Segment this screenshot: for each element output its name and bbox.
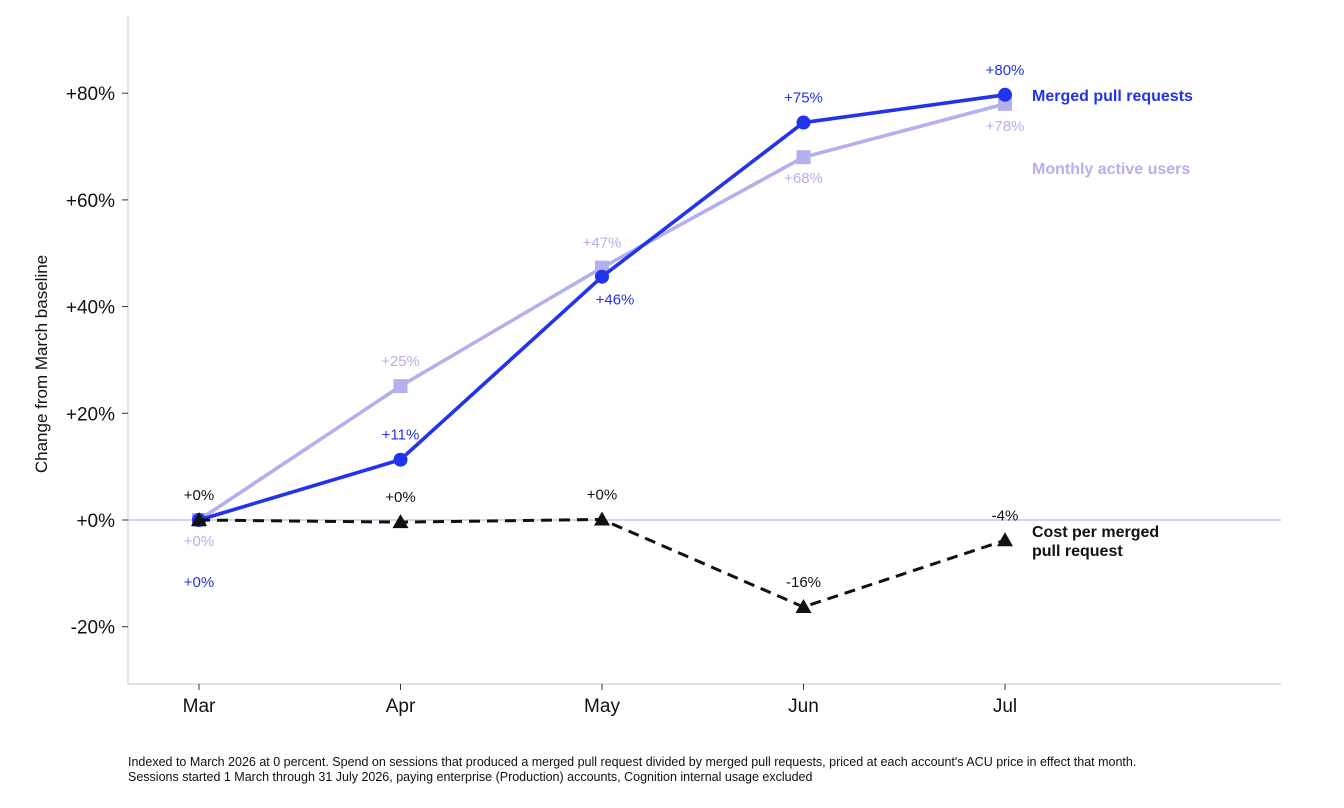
point-monthly-active-users — [796, 150, 811, 165]
data-label: +68% — [784, 170, 823, 187]
y-tick-label: +20% — [66, 404, 115, 425]
x-tick-label: Mar — [183, 696, 216, 717]
point-merged-pull-requests — [393, 452, 408, 467]
x-tick-label: May — [584, 696, 620, 717]
data-label: +0% — [587, 486, 617, 503]
data-label: +75% — [784, 90, 823, 107]
data-label: +47% — [583, 235, 622, 252]
series-line-1 — [198, 102, 1006, 522]
point-cost-per-merged-pr — [392, 514, 409, 529]
point-merged-pull-requests — [796, 115, 811, 130]
point-cost-per-merged-pr — [594, 511, 610, 526]
point-merged-pull-requests — [998, 87, 1012, 102]
x-tick-label: Apr — [386, 696, 416, 717]
y-axis-title: Change from March baseline — [32, 255, 51, 473]
legend-label-monthly-active-users: Monthly active users — [1032, 161, 1190, 178]
data-label: +78% — [986, 118, 1025, 135]
data-label: +0% — [184, 574, 214, 591]
point-cost-per-merged-pr — [795, 598, 812, 613]
point-monthly-active-users — [393, 379, 408, 394]
legend-label-line: Cost per merged — [1032, 524, 1159, 541]
series-line-2 — [198, 517, 1006, 609]
x-tick-label: Jun — [788, 696, 819, 717]
y-tick-label: +40% — [66, 298, 115, 319]
y-tick-label: +0% — [76, 511, 115, 532]
point-cost-per-merged-pr — [191, 512, 207, 526]
point-merged-pull-requests — [595, 269, 609, 284]
data-label: +0% — [385, 489, 415, 506]
y-tick-label: +60% — [66, 191, 115, 212]
legend-label-merged-pull-requests: Merged pull requests — [1032, 88, 1193, 105]
data-label: -4% — [992, 507, 1019, 524]
footnote: Indexed to March 2026 at 0 percent. Spen… — [128, 755, 1338, 785]
data-label: +46% — [596, 292, 635, 309]
data-label: +80% — [986, 62, 1025, 79]
legend-label-cost-per-merged-pr: Cost per merged pull request — [1032, 524, 1159, 560]
data-label: +0% — [184, 487, 214, 504]
point-cost-per-merged-pr — [997, 532, 1013, 547]
data-label: -16% — [786, 574, 821, 591]
data-label: +25% — [381, 353, 420, 370]
y-tick-label: +80% — [66, 84, 115, 105]
data-label: +11% — [382, 427, 420, 444]
y-tick-label: -20% — [71, 618, 115, 639]
data-label: +0% — [184, 533, 214, 550]
footnote-line-1: Indexed to March 2026 at 0 percent. Spen… — [128, 755, 1137, 769]
legend-label-line: pull request — [1032, 543, 1123, 560]
footnote-line-2: Sessions started 1 March through 31 July… — [128, 770, 813, 784]
x-tick-label: Jul — [993, 696, 1017, 717]
